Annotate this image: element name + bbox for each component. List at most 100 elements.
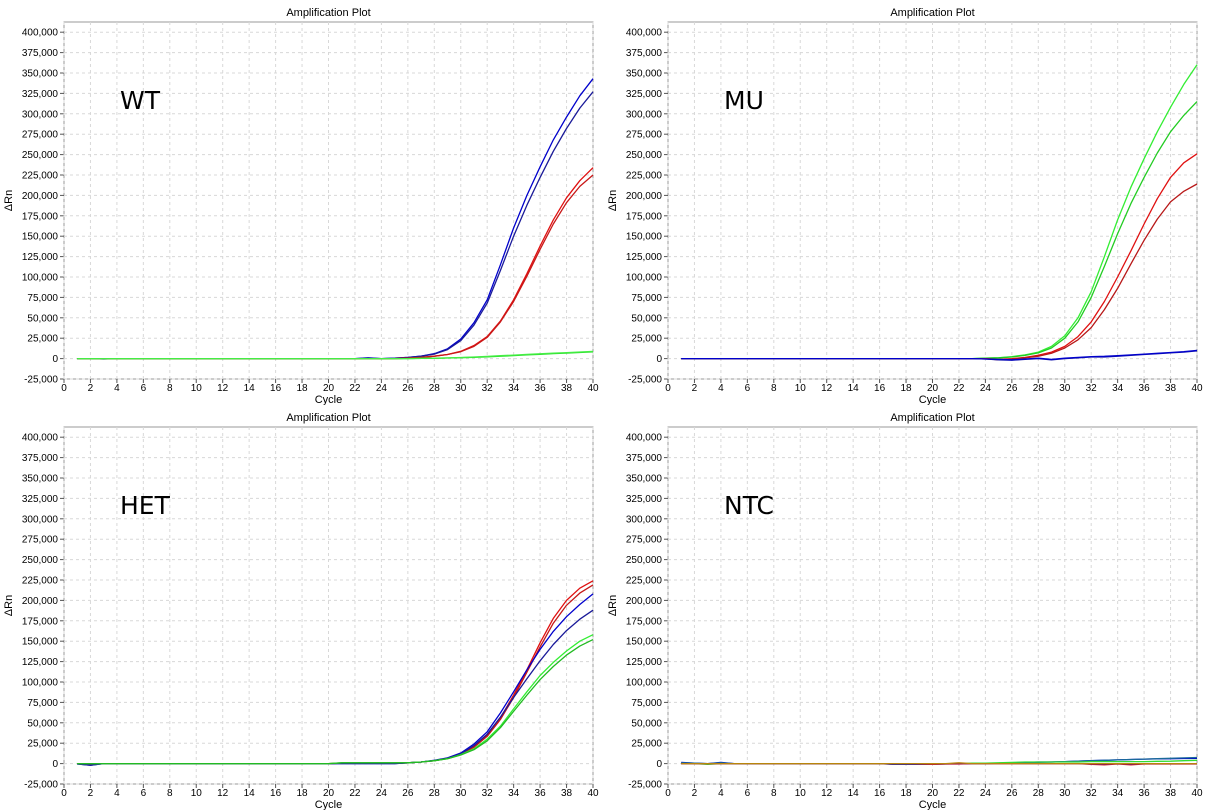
x-tick-label: 22 <box>349 788 361 799</box>
y-tick-label: 400,000 <box>626 28 663 39</box>
amplification-panel-ntc: Amplification Plot -25,000 0 25,000 50,000 75… <box>604 405 1208 810</box>
x-tick-label: 10 <box>795 788 807 799</box>
x-tick-label: 32 <box>1086 788 1098 799</box>
x-tick-label: 38 <box>1165 788 1177 799</box>
x-tick-label: 22 <box>349 383 361 394</box>
x-tick-label: 28 <box>1033 383 1045 394</box>
x-tick-label: 30 <box>1059 383 1071 394</box>
x-tick-label: 8 <box>771 788 777 799</box>
x-tick-label: 34 <box>1112 788 1124 799</box>
y-tick-label: 25,000 <box>631 334 662 345</box>
x-tick-label: 32 <box>482 788 494 799</box>
y-tick-label: 325,000 <box>22 89 59 100</box>
y-tick-label: 250,000 <box>22 150 59 161</box>
y-tick-label: 250,000 <box>626 150 663 161</box>
y-tick-label: 50,000 <box>27 718 58 729</box>
plot-area <box>63 21 594 380</box>
chart-title: Amplification Plot <box>890 7 974 19</box>
x-tick-label: 12 <box>217 383 229 394</box>
y-axis-label: ΔRn <box>607 595 619 616</box>
y-tick-label: 300,000 <box>22 514 59 525</box>
x-tick-label: 6 <box>141 788 147 799</box>
chart-wt: Amplification Plot-25,000025,00050,00075… <box>3 7 599 405</box>
y-tick-label: 325,000 <box>626 494 663 505</box>
y-tick-label: 200,000 <box>626 191 663 202</box>
y-tick-label: 175,000 <box>626 211 663 222</box>
x-tick-label: 14 <box>848 383 860 394</box>
x-tick-label: 12 <box>217 788 229 799</box>
y-tick-label: 0 <box>656 354 662 365</box>
y-tick-label: 175,000 <box>22 211 59 222</box>
y-tick-label: 400,000 <box>22 433 59 444</box>
y-tick-label: 375,000 <box>22 48 59 59</box>
y-tick-label: 100,000 <box>626 273 663 284</box>
series-line-6 <box>681 762 1197 765</box>
x-tick-label: 24 <box>980 383 992 394</box>
plot-area <box>667 426 1198 785</box>
plot-area <box>667 21 1198 380</box>
y-tick-label: 225,000 <box>22 171 59 182</box>
x-tick-label: 20 <box>323 788 335 799</box>
x-tick-label: 34 <box>1112 383 1124 394</box>
chart-title: Amplification Plot <box>286 7 370 19</box>
x-tick-label: 40 <box>587 788 599 799</box>
chart-ntc: Amplification Plot-25,000025,00050,00075… <box>607 412 1203 810</box>
y-tick-label: 25,000 <box>631 739 662 750</box>
y-tick-label: 175,000 <box>22 616 59 627</box>
y-tick-label: 75,000 <box>27 698 58 709</box>
y-tick-label: 75,000 <box>631 698 662 709</box>
x-tick-label: 10 <box>191 788 203 799</box>
y-tick-label: 275,000 <box>626 535 663 546</box>
series-line-6 <box>77 639 594 765</box>
y-tick-label: 275,000 <box>22 535 59 546</box>
x-tick-label: 22 <box>953 383 965 394</box>
y-tick-label: 225,000 <box>626 171 663 182</box>
y-tick-label: 25,000 <box>27 739 58 750</box>
x-tick-label: 22 <box>953 788 965 799</box>
y-tick-label: -25,000 <box>628 375 662 386</box>
sample-label: MU <box>724 86 764 115</box>
y-axis-label: ΔRn <box>3 595 15 616</box>
x-tick-label: 10 <box>795 383 807 394</box>
y-tick-label: -25,000 <box>24 375 58 386</box>
x-tick-label: 18 <box>296 383 308 394</box>
y-tick-label: 350,000 <box>22 69 59 80</box>
y-tick-label: 0 <box>52 354 58 365</box>
x-tick-label: 4 <box>114 383 120 394</box>
y-tick-label: 75,000 <box>27 293 58 304</box>
x-tick-label: 40 <box>587 383 599 394</box>
x-tick-label: 24 <box>980 788 992 799</box>
x-tick-label: 4 <box>114 788 120 799</box>
x-tick-label: 2 <box>88 383 94 394</box>
y-tick-label: 375,000 <box>626 453 663 464</box>
y-tick-label: 125,000 <box>22 657 59 668</box>
y-tick-label: 200,000 <box>22 596 59 607</box>
y-tick-label: 325,000 <box>22 494 59 505</box>
x-tick-label: 36 <box>1139 383 1151 394</box>
y-tick-label: 150,000 <box>626 232 663 243</box>
y-tick-label: 400,000 <box>22 28 59 39</box>
x-tick-label: 6 <box>141 383 147 394</box>
y-tick-label: 225,000 <box>626 576 663 587</box>
x-tick-label: 28 <box>1033 788 1045 799</box>
x-tick-label: 40 <box>1191 788 1203 799</box>
x-tick-label: 26 <box>1006 383 1018 394</box>
y-tick-label: 350,000 <box>22 474 59 485</box>
x-tick-label: 16 <box>874 383 886 394</box>
x-axis-label: Cycle <box>919 394 947 405</box>
y-tick-label: 200,000 <box>626 596 663 607</box>
y-tick-label: 50,000 <box>27 313 58 324</box>
y-tick-label: 225,000 <box>22 576 59 587</box>
x-tick-label: 20 <box>323 383 335 394</box>
y-axis-label: ΔRn <box>607 190 619 211</box>
y-tick-label: 0 <box>656 759 662 770</box>
x-tick-label: 6 <box>745 788 751 799</box>
x-tick-label: 14 <box>848 788 860 799</box>
y-tick-label: 125,000 <box>626 657 663 668</box>
x-tick-label: 38 <box>1165 383 1177 394</box>
x-tick-label: 32 <box>1086 383 1098 394</box>
y-tick-label: -25,000 <box>628 780 662 791</box>
x-tick-label: 28 <box>429 788 441 799</box>
chart-mu: Amplification Plot-25,000025,00050,00075… <box>607 7 1203 405</box>
x-tick-label: 32 <box>482 383 494 394</box>
